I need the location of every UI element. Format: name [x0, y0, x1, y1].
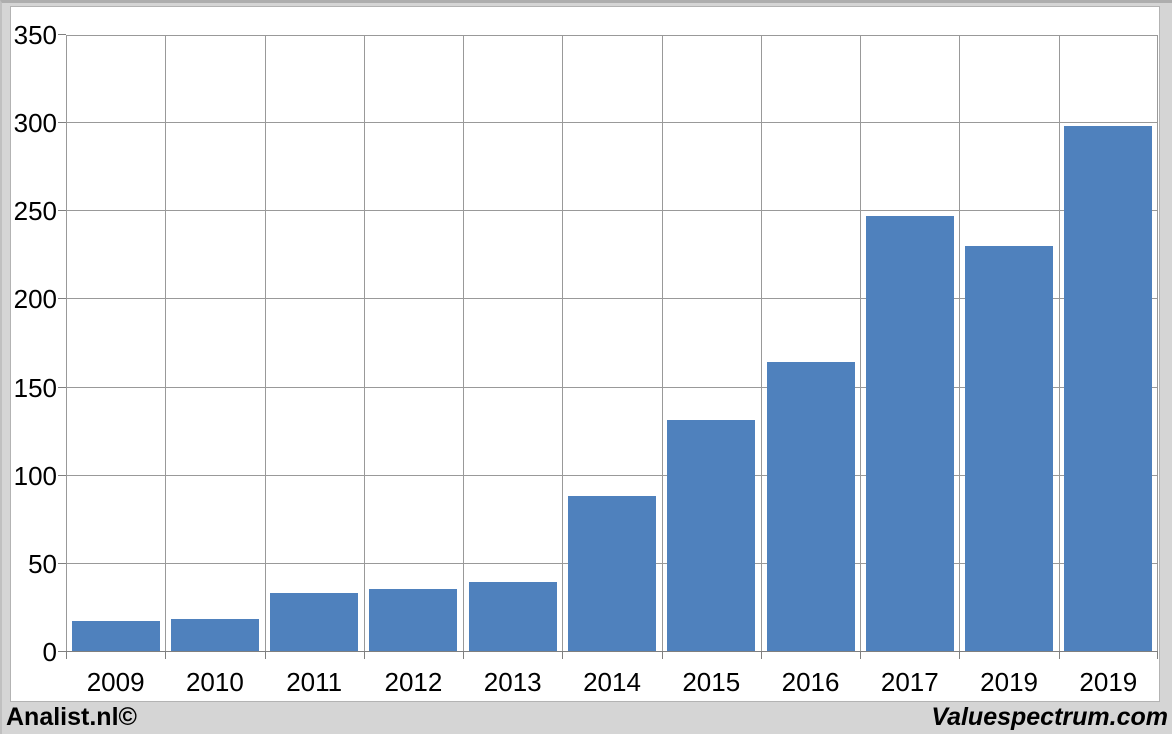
y-axis-tick: [58, 34, 66, 35]
x-tick-label: 2017: [880, 667, 939, 697]
footer: Analist.nl© Valuespectrum.com: [2, 700, 1172, 734]
x-tick-label: 2013: [483, 667, 542, 697]
x-tick-label: 2010: [185, 667, 244, 697]
v-gridline: [66, 35, 67, 652]
bar-2012-3: [369, 589, 458, 651]
bar-2017-8: [865, 215, 954, 651]
bar-2019-9: [965, 245, 1054, 651]
h-gridline: [66, 474, 1158, 476]
h-gridline: [66, 122, 1158, 124]
y-axis-tick: [58, 474, 66, 476]
bar-2011-2: [270, 592, 359, 651]
x-axis-tick: [364, 652, 365, 659]
y-axis-tick: [58, 210, 66, 212]
y-axis-tick: [58, 386, 66, 388]
bar-2013-4: [468, 582, 557, 651]
v-gridline: [562, 35, 563, 652]
x-tick-label: 2019: [980, 667, 1038, 697]
y-axis-tick: [58, 562, 66, 564]
v-gridline: [1157, 35, 1158, 652]
x-axis-tick: [1059, 652, 1060, 659]
chart-area: 0 50 100 150 200 250 300 350 2009 2010 2011 2012 20…: [10, 6, 1160, 702]
bar-2016-7: [766, 361, 855, 651]
x-tick-label: 2016: [781, 667, 840, 697]
x-axis-tick: [761, 652, 762, 659]
v-gridline: [463, 35, 464, 652]
x-axis-line: [66, 651, 1158, 652]
v-gridline: [1059, 35, 1060, 652]
h-gridline: [66, 210, 1158, 212]
y-tick-label: 200: [13, 284, 57, 315]
x-axis-tick: [265, 652, 266, 659]
y-tick-label: 0: [42, 637, 57, 667]
x-tick-label: 2015: [682, 667, 741, 697]
x-axis-tick: [1157, 652, 1158, 659]
h-gridline: [66, 35, 1158, 36]
y-tick-label: 350: [13, 20, 57, 50]
v-gridline: [662, 35, 663, 652]
y-tick-label: 250: [13, 196, 57, 227]
x-axis-tick: [860, 652, 861, 659]
y-tick-label: 300: [13, 108, 57, 139]
y-tick-label: 100: [13, 460, 57, 491]
h-gridline: [66, 386, 1158, 388]
v-gridline: [165, 35, 166, 652]
v-gridline: [860, 35, 861, 652]
x-tick-label: 2011: [286, 667, 343, 697]
y-axis-tick: [58, 298, 66, 300]
x-axis-tick: [662, 652, 663, 659]
x-tick-label: 2014: [583, 667, 641, 697]
v-gridline: [959, 35, 960, 652]
v-gridline: [761, 35, 762, 652]
v-gridline: [364, 35, 365, 652]
h-gridline: [66, 298, 1158, 300]
x-axis-tick: [562, 652, 563, 659]
bar-2015-6: [667, 420, 756, 651]
footer-left-credit: Analist.nl©: [6, 702, 137, 731]
y-axis-tick: [58, 651, 66, 652]
bar-2014-5: [568, 495, 656, 651]
x-tick-label: 2012: [384, 667, 443, 697]
bar-2009-0: [71, 621, 160, 651]
y-tick-label: 50: [28, 548, 57, 579]
x-axis-tick: [959, 652, 960, 659]
v-gridline: [265, 35, 266, 652]
x-tick-label: 2009: [86, 667, 145, 697]
bar-2010-1: [170, 619, 259, 651]
x-axis-tick: [463, 652, 464, 659]
x-axis-tick: [66, 652, 67, 659]
x-axis-tick: [165, 652, 166, 659]
bar-2019-10: [1064, 125, 1153, 651]
x-tick-label: 2019: [1079, 667, 1138, 697]
footer-right-credit: Valuespectrum.com: [931, 702, 1168, 731]
y-axis-tick: [58, 122, 66, 124]
y-tick-label: 150: [13, 372, 57, 403]
plot-area: [58, 34, 1158, 659]
